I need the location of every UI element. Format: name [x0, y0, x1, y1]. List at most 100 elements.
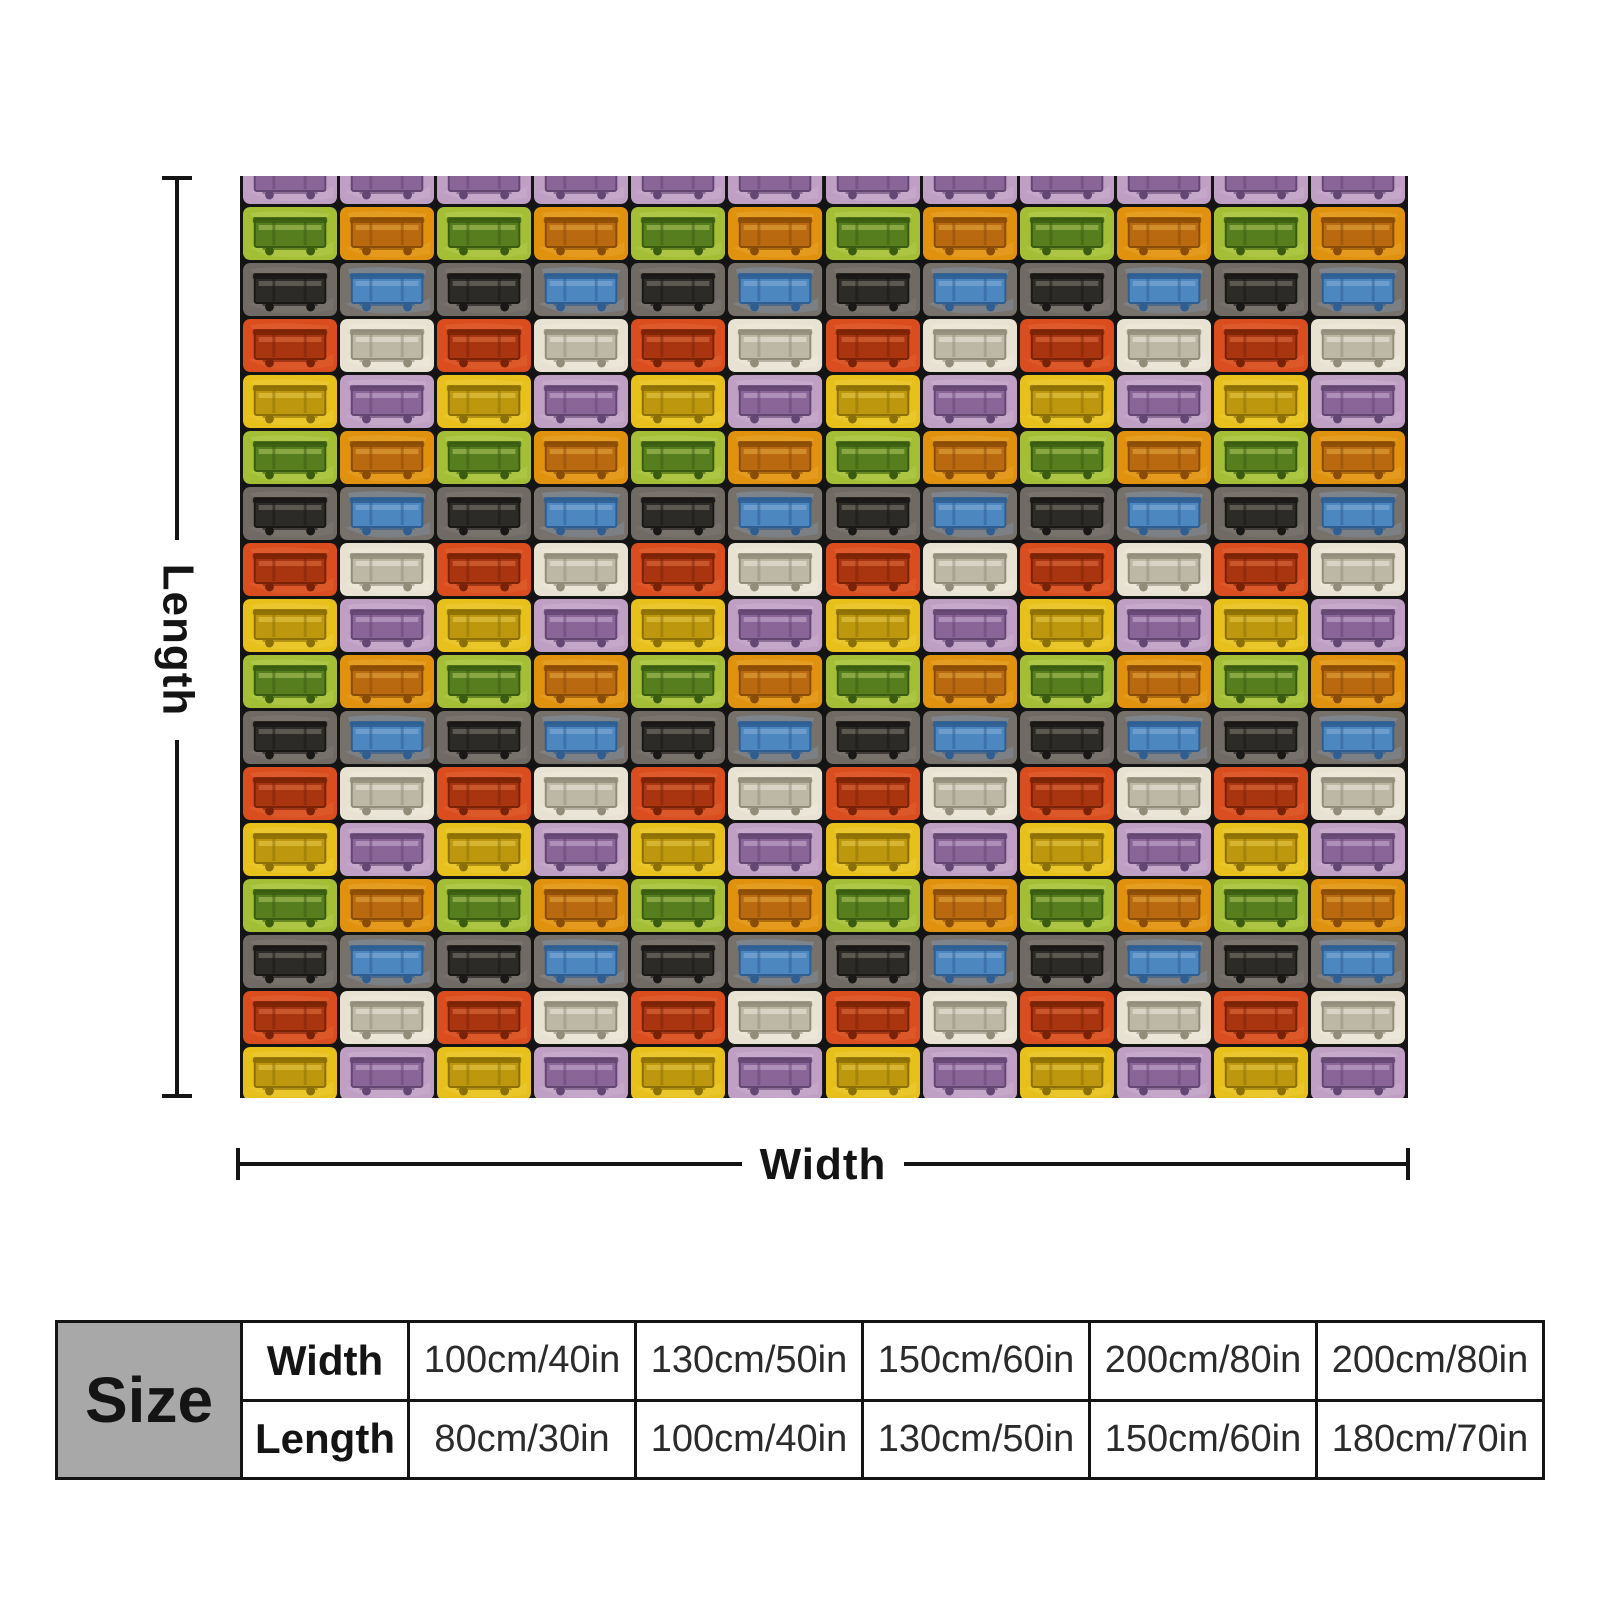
freight-wagon-icon — [631, 319, 726, 372]
blanket-preview — [240, 176, 1408, 1098]
freight-wagon-icon — [1213, 767, 1308, 820]
length-cap-top — [162, 176, 192, 180]
pattern-tile — [1310, 1047, 1405, 1098]
freight-wagon-icon — [922, 375, 1017, 428]
freight-wagon-icon — [1310, 1047, 1405, 1098]
pattern-tile — [1310, 991, 1405, 1044]
pattern-tile — [728, 599, 823, 652]
pattern-tile — [243, 935, 338, 988]
pattern-tile — [922, 935, 1017, 988]
freight-wagon-icon — [437, 655, 532, 708]
pattern-tile — [631, 767, 726, 820]
freight-wagon-icon — [922, 767, 1017, 820]
freight-wagon-icon — [728, 263, 823, 316]
pattern-tile — [631, 711, 726, 764]
pattern-tile — [437, 655, 532, 708]
freight-wagon-icon — [534, 823, 629, 876]
freight-wagon-icon — [922, 487, 1017, 540]
pattern-tile — [340, 375, 435, 428]
freight-wagon-icon — [340, 767, 435, 820]
pattern-tile — [922, 375, 1017, 428]
freight-wagon-icon — [340, 991, 435, 1044]
freight-wagon-icon — [825, 207, 920, 260]
freight-wagon-icon — [243, 655, 338, 708]
freight-wagon-icon — [243, 1047, 338, 1098]
pattern-tile — [1019, 319, 1114, 372]
freight-wagon-icon — [825, 543, 920, 596]
pattern-tile — [922, 543, 1017, 596]
pattern-tile — [1116, 935, 1211, 988]
pattern-tile — [1213, 263, 1308, 316]
width-cap-left — [236, 1148, 240, 1180]
pattern-tile — [340, 543, 435, 596]
freight-wagon-icon — [1213, 599, 1308, 652]
freight-wagon-icon — [1019, 487, 1114, 540]
pattern-tile — [534, 375, 629, 428]
pattern-tile — [243, 599, 338, 652]
freight-wagon-icon — [243, 176, 338, 204]
pattern-tile — [1116, 543, 1211, 596]
pattern-tile — [631, 991, 726, 1044]
pattern-tile — [1213, 543, 1308, 596]
pattern-tile — [825, 991, 920, 1044]
freight-wagon-icon — [1116, 431, 1211, 484]
freight-wagon-icon — [825, 599, 920, 652]
pattern-tile — [1116, 319, 1211, 372]
freight-wagon-icon — [1019, 767, 1114, 820]
pattern-tile — [1310, 319, 1405, 372]
freight-wagon-icon — [243, 431, 338, 484]
pattern-tile — [243, 487, 338, 540]
pattern-tile — [1116, 1047, 1211, 1098]
freight-wagon-icon — [437, 375, 532, 428]
freight-wagon-icon — [1213, 823, 1308, 876]
freight-wagon-icon — [243, 879, 338, 932]
freight-wagon-icon — [1116, 879, 1211, 932]
pattern-tile — [1116, 879, 1211, 932]
pattern-tile — [728, 655, 823, 708]
freight-wagon-icon — [437, 1047, 532, 1098]
freight-wagon-icon — [631, 263, 726, 316]
freight-wagon-icon — [243, 207, 338, 260]
pattern-tile — [243, 263, 338, 316]
pattern-tile — [728, 879, 823, 932]
freight-wagon-icon — [631, 991, 726, 1044]
freight-wagon-icon — [922, 319, 1017, 372]
freight-wagon-icon — [631, 655, 726, 708]
pattern-tile — [1116, 599, 1211, 652]
freight-wagon-icon — [1019, 543, 1114, 596]
freight-wagon-icon — [631, 176, 726, 204]
freight-wagon-icon — [922, 263, 1017, 316]
freight-wagon-icon — [631, 879, 726, 932]
pattern-tile — [728, 375, 823, 428]
blanket-grid — [240, 176, 1408, 1098]
pattern-tile — [534, 599, 629, 652]
freight-wagon-icon — [1213, 375, 1308, 428]
freight-wagon-icon — [631, 823, 726, 876]
pattern-tile — [1116, 767, 1211, 820]
freight-wagon-icon — [631, 207, 726, 260]
freight-wagon-icon — [922, 207, 1017, 260]
freight-wagon-icon — [1019, 207, 1114, 260]
pattern-tile — [1116, 176, 1211, 204]
freight-wagon-icon — [243, 319, 338, 372]
freight-wagon-icon — [1019, 823, 1114, 876]
pattern-tile — [825, 176, 920, 204]
freight-wagon-icon — [1116, 375, 1211, 428]
freight-wagon-icon — [1116, 176, 1211, 204]
freight-wagon-icon — [1310, 599, 1405, 652]
freight-wagon-icon — [728, 176, 823, 204]
freight-wagon-icon — [631, 1047, 726, 1098]
freight-wagon-icon — [340, 711, 435, 764]
pattern-tile — [631, 935, 726, 988]
freight-wagon-icon — [1019, 655, 1114, 708]
pattern-tile — [243, 767, 338, 820]
pattern-tile — [728, 767, 823, 820]
freight-wagon-icon — [825, 711, 920, 764]
pattern-tile — [1019, 1047, 1114, 1098]
freight-wagon-icon — [1213, 431, 1308, 484]
pattern-tile — [922, 263, 1017, 316]
pattern-tile — [1213, 319, 1308, 372]
freight-wagon-icon — [1116, 767, 1211, 820]
pattern-tile — [1019, 431, 1114, 484]
pattern-tile — [534, 319, 629, 372]
